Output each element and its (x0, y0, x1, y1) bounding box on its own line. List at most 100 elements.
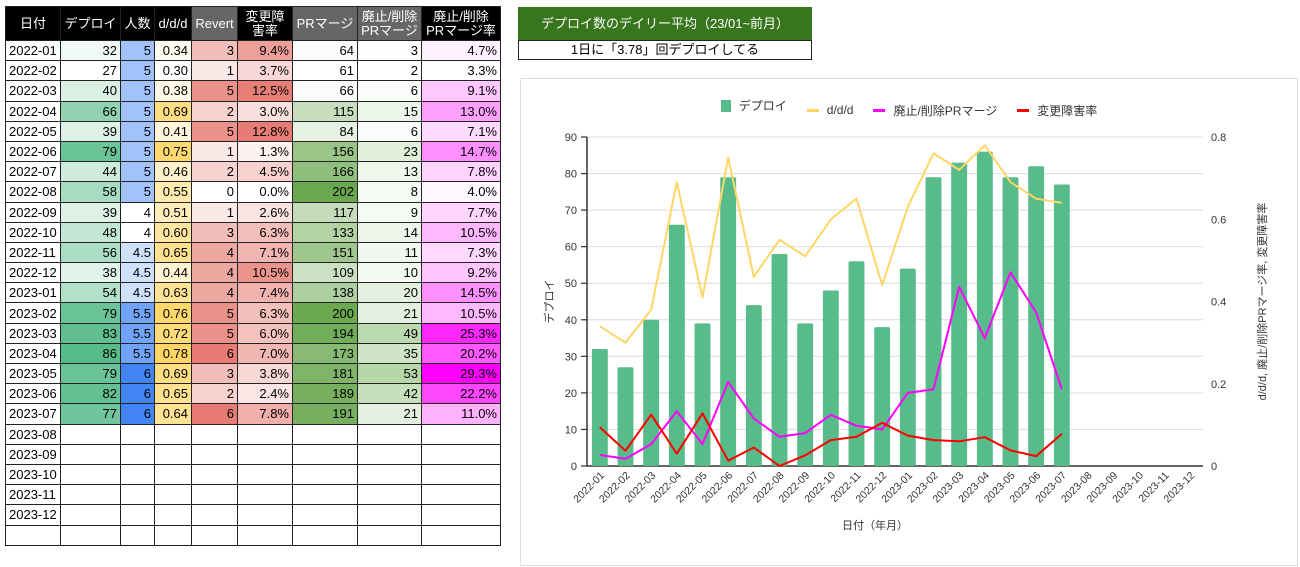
failure-rate-cell[interactable]: 7.1% (237, 241, 293, 264)
ddd-cell[interactable] (154, 524, 192, 546)
deploy-cell[interactable]: 82 (60, 383, 121, 405)
ddd-cell[interactable] (154, 463, 192, 486)
deploy-cell[interactable]: 66 (60, 100, 121, 122)
deploy-cell[interactable]: 58 (60, 181, 121, 203)
date-cell[interactable]: 2022-04 (5, 100, 61, 122)
failure-rate-cell[interactable]: 2.6% (237, 201, 293, 223)
revert-cell[interactable] (191, 423, 238, 445)
removed-pr-cell[interactable]: 6 (357, 80, 422, 102)
removed-rate-cell[interactable]: 11.0% (421, 403, 501, 425)
revert-cell[interactable]: 0 (191, 181, 238, 203)
date-cell[interactable]: 2022-10 (5, 221, 61, 243)
ddd-cell[interactable]: 0.30 (154, 60, 192, 82)
date-cell[interactable]: 2022-05 (5, 120, 61, 142)
ddd-cell[interactable]: 0.76 (154, 302, 192, 324)
removed-pr-cell[interactable] (357, 423, 422, 445)
removed-pr-cell[interactable]: 3 (357, 39, 422, 62)
people-cell[interactable] (120, 463, 155, 486)
ddd-cell[interactable]: 0.69 (154, 362, 192, 385)
revert-cell[interactable]: 6 (191, 342, 238, 365)
removed-rate-cell[interactable]: 7.7% (421, 201, 501, 223)
removed-rate-cell[interactable] (421, 504, 501, 526)
removed-rate-cell[interactable]: 20.2% (421, 342, 501, 365)
ddd-cell[interactable]: 0.55 (154, 181, 192, 203)
people-cell[interactable] (120, 504, 155, 526)
deploy-cell[interactable] (60, 423, 121, 445)
failure-rate-cell[interactable]: 9.4% (237, 39, 293, 62)
date-cell[interactable]: 2023-07 (5, 403, 61, 425)
pr-merge-cell[interactable]: 181 (292, 362, 358, 385)
failure-rate-cell[interactable]: 2.4% (237, 383, 293, 405)
pr-merge-cell[interactable] (292, 443, 358, 465)
pr-merge-cell[interactable]: 194 (292, 322, 358, 344)
revert-cell[interactable]: 1 (191, 60, 238, 82)
date-cell[interactable]: 2023-06 (5, 383, 61, 405)
people-cell[interactable]: 5.5 (120, 342, 155, 365)
deploy-cell[interactable] (60, 524, 121, 546)
deploy-cell[interactable]: 32 (60, 39, 121, 62)
ddd-cell[interactable]: 0.65 (154, 383, 192, 405)
people-cell[interactable]: 5 (120, 181, 155, 203)
pr-merge-cell[interactable]: 166 (292, 161, 358, 183)
failure-rate-cell[interactable]: 3.8% (237, 362, 293, 385)
removed-rate-cell[interactable]: 10.5% (421, 221, 501, 243)
removed-pr-cell[interactable]: 49 (357, 322, 422, 344)
ddd-cell[interactable]: 0.38 (154, 80, 192, 102)
removed-rate-cell[interactable]: 14.5% (421, 282, 501, 304)
removed-pr-cell[interactable]: 42 (357, 383, 422, 405)
date-cell[interactable]: 2023-10 (5, 463, 61, 486)
ddd-cell[interactable]: 0.60 (154, 221, 192, 243)
failure-rate-cell[interactable]: 1.3% (237, 140, 293, 163)
revert-cell[interactable] (191, 504, 238, 526)
pr-merge-cell[interactable]: 173 (292, 342, 358, 365)
removed-pr-cell[interactable]: 35 (357, 342, 422, 365)
removed-rate-cell[interactable]: 3.3% (421, 60, 501, 82)
deploy-cell[interactable]: 39 (60, 120, 121, 142)
removed-rate-cell[interactable]: 9.1% (421, 80, 501, 102)
removed-rate-cell[interactable]: 7.8% (421, 161, 501, 183)
revert-cell[interactable] (191, 443, 238, 465)
ddd-cell[interactable]: 0.72 (154, 322, 192, 344)
revert-cell[interactable]: 5 (191, 322, 238, 344)
revert-cell[interactable]: 4 (191, 262, 238, 284)
people-cell[interactable]: 5 (120, 39, 155, 62)
ddd-cell[interactable]: 0.41 (154, 120, 192, 142)
failure-rate-cell[interactable]: 10.5% (237, 262, 293, 284)
removed-rate-cell[interactable]: 7.3% (421, 241, 501, 264)
date-cell[interactable]: 2022-08 (5, 181, 61, 203)
date-cell[interactable]: 2022-07 (5, 161, 61, 183)
removed-pr-cell[interactable]: 13 (357, 161, 422, 183)
ddd-cell[interactable]: 0.44 (154, 262, 192, 284)
deploy-cell[interactable]: 38 (60, 262, 121, 284)
failure-rate-cell[interactable]: 7.4% (237, 282, 293, 304)
people-cell[interactable]: 4 (120, 221, 155, 243)
failure-rate-cell[interactable]: 6.0% (237, 322, 293, 344)
pr-merge-cell[interactable]: 189 (292, 383, 358, 405)
removed-rate-cell[interactable]: 9.2% (421, 262, 501, 284)
date-cell[interactable]: 2023-12 (5, 504, 61, 526)
ddd-cell[interactable] (154, 484, 192, 506)
revert-cell[interactable] (191, 463, 238, 486)
people-cell[interactable] (120, 443, 155, 465)
failure-rate-cell[interactable] (237, 443, 293, 465)
people-cell[interactable] (120, 423, 155, 445)
pr-merge-cell[interactable]: 66 (292, 80, 358, 102)
deploy-cell[interactable]: 79 (60, 362, 121, 385)
people-cell[interactable]: 6 (120, 403, 155, 425)
revert-cell[interactable]: 3 (191, 362, 238, 385)
failure-rate-cell[interactable]: 12.8% (237, 120, 293, 142)
pr-merge-cell[interactable] (292, 463, 358, 486)
date-cell[interactable]: 2022-09 (5, 201, 61, 223)
pr-merge-cell[interactable]: 64 (292, 39, 358, 62)
ddd-cell[interactable]: 0.63 (154, 282, 192, 304)
people-cell[interactable]: 5.5 (120, 302, 155, 324)
deploy-cell[interactable]: 83 (60, 322, 121, 344)
ddd-cell[interactable]: 0.69 (154, 100, 192, 122)
pr-merge-cell[interactable] (292, 484, 358, 506)
revert-cell[interactable]: 1 (191, 140, 238, 163)
pr-merge-cell[interactable]: 200 (292, 302, 358, 324)
removed-pr-cell[interactable]: 21 (357, 403, 422, 425)
deploy-cell[interactable] (60, 484, 121, 506)
failure-rate-cell[interactable]: 12.5% (237, 80, 293, 102)
removed-rate-cell[interactable]: 25.3% (421, 322, 501, 344)
